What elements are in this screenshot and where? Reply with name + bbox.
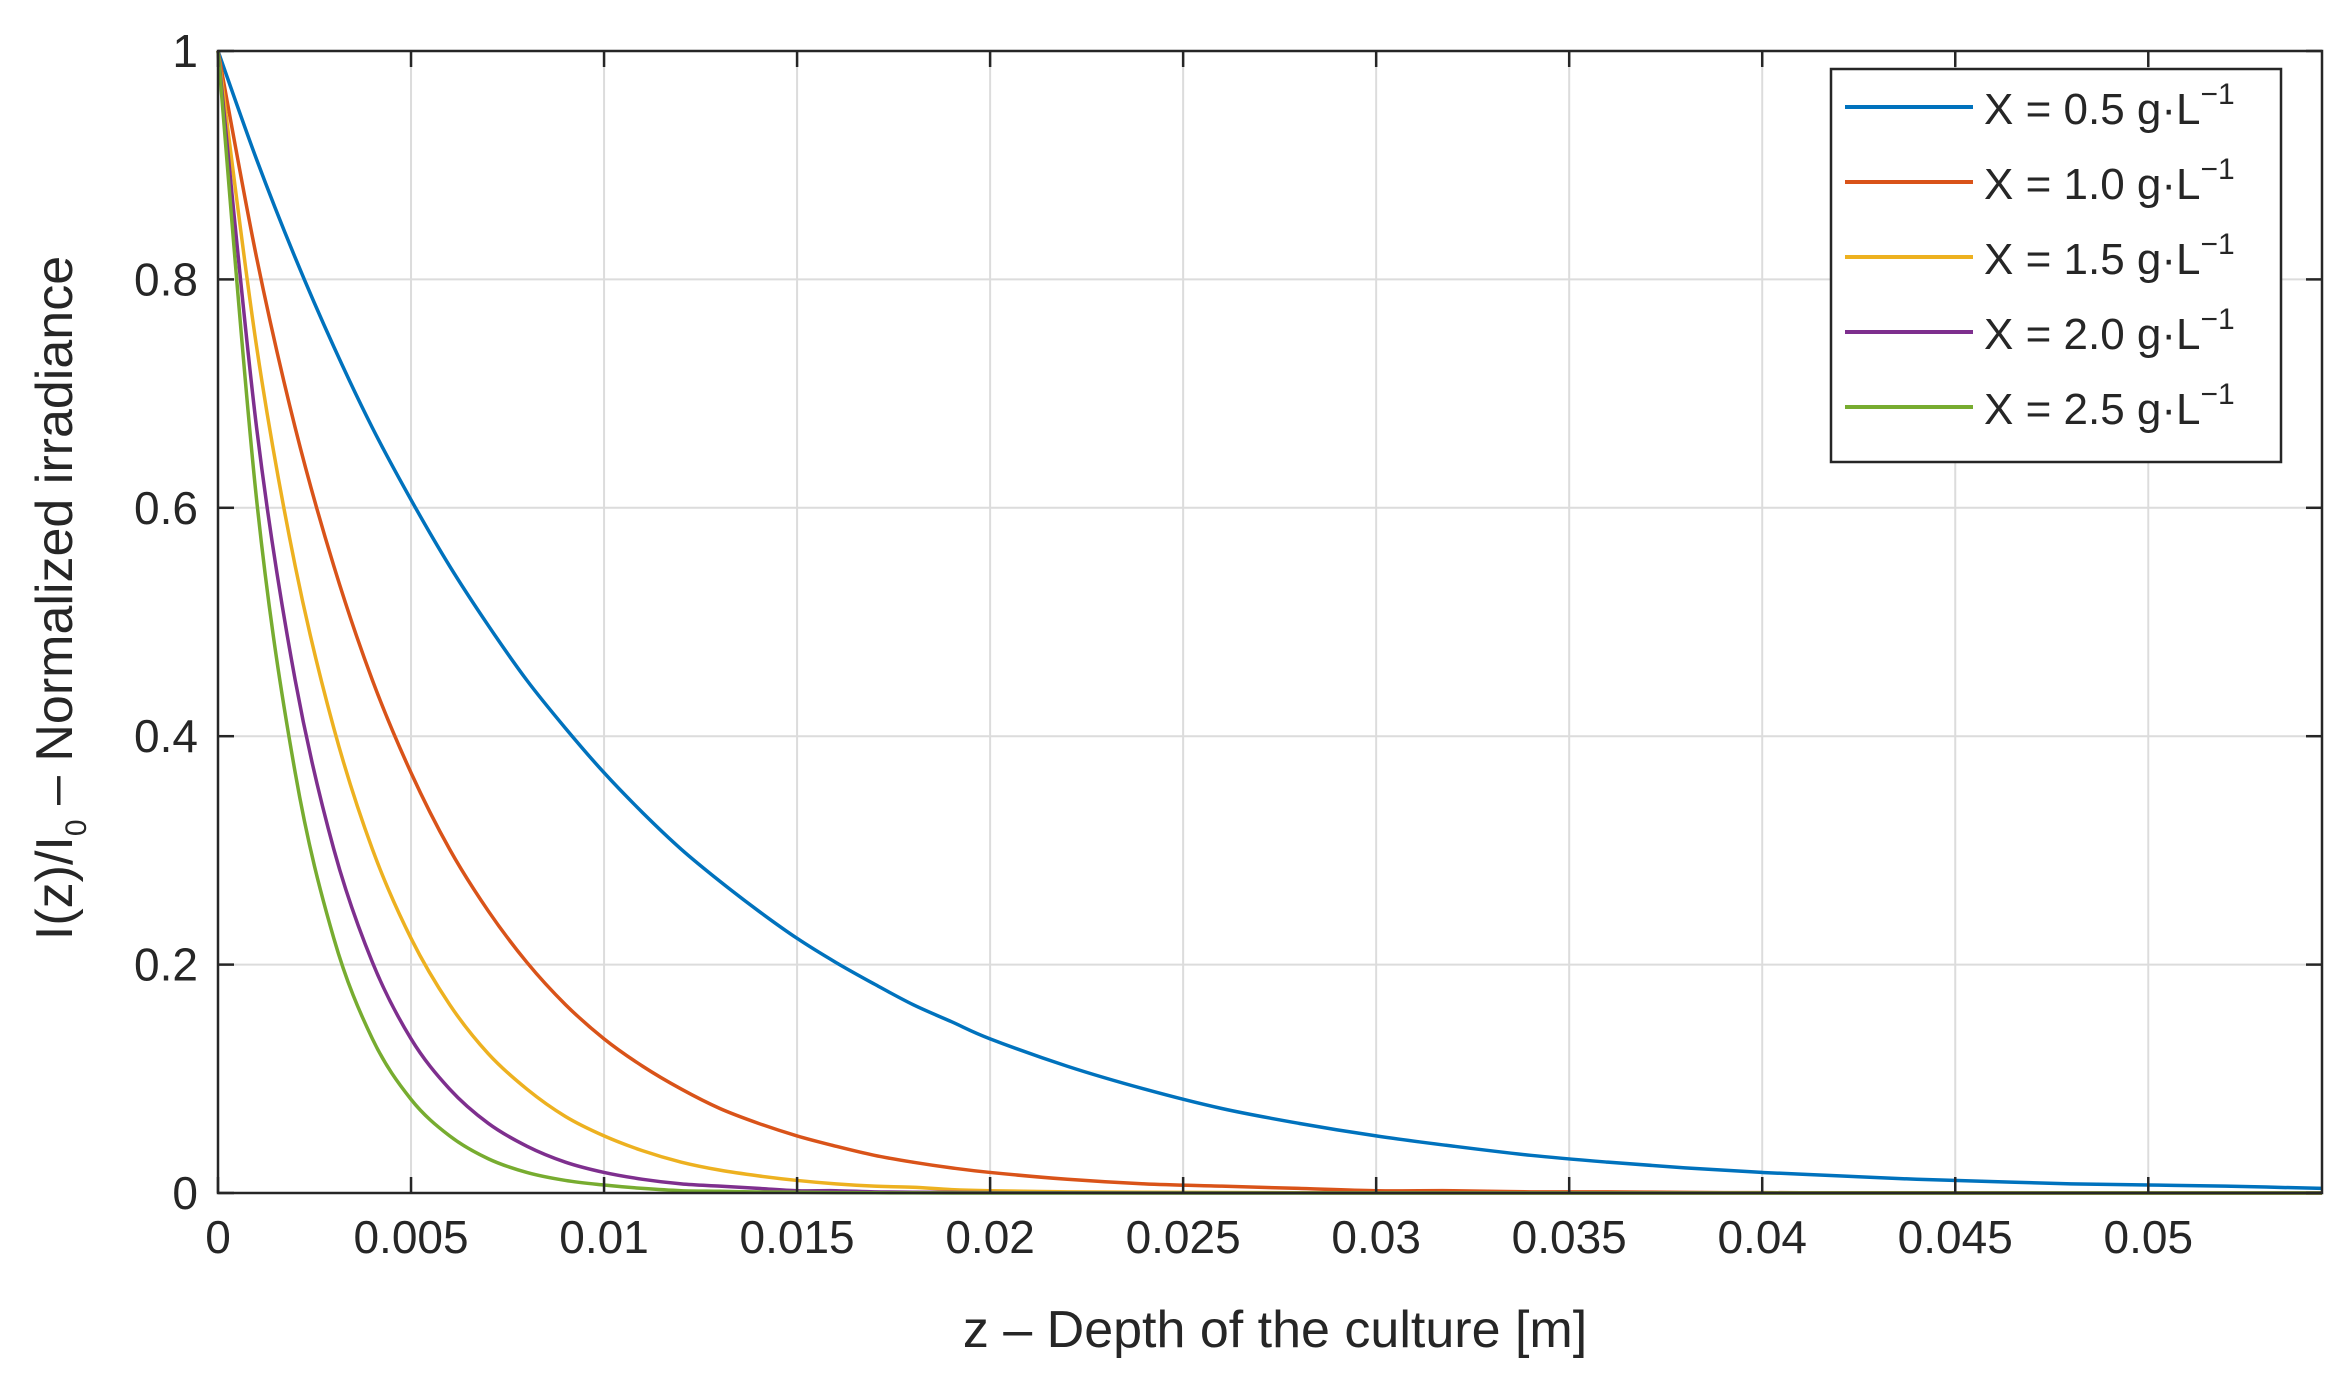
- y-axis-label-rest: – Normalized irradiance: [26, 256, 84, 820]
- x-tick-label: 0.03: [1331, 1211, 1421, 1263]
- y-tick-label: 1: [172, 25, 198, 77]
- y-axis-label-main: I(z)/I: [26, 836, 84, 940]
- x-tick-label: 0.005: [353, 1211, 468, 1263]
- x-tick-label: 0.025: [1126, 1211, 1241, 1263]
- legend: X = 0.5 g·L−1 X = 1.0 g·L−1 X = 1.5 g·L−1 X…: [1829, 67, 2283, 464]
- tick-marks: [216, 49, 2322, 1195]
- legend-entry: X = 1.5 g·L−1: [1984, 228, 2235, 284]
- grid-lines: [217, 50, 2322, 1194]
- x-tick-label: 0.05: [2104, 1211, 2194, 1263]
- x-tick-label: 0.02: [945, 1211, 1035, 1263]
- x-tick-label: 0.035: [1512, 1211, 1627, 1263]
- legend-entry: X = 0.5 g·L−1: [1984, 78, 2235, 134]
- x-tick-label: 0.015: [740, 1211, 855, 1263]
- x-tick-label: 0: [205, 1211, 231, 1263]
- legend-entry: X = 1.0 g·L−1: [1984, 153, 2235, 209]
- x-axis-label: z – Depth of the culture [m]: [963, 1301, 1587, 1359]
- y-tick-label: 0.8: [134, 253, 198, 305]
- y-tick-label: 0.2: [134, 939, 198, 991]
- y-tick-label: 0: [172, 1167, 198, 1219]
- y-axis-label-subscript: 0: [60, 819, 93, 836]
- x-tick-label: 0.04: [1717, 1211, 1807, 1263]
- legend-entry: X = 2.5 g·L−1: [1984, 378, 2235, 434]
- y-tick-label: 0.6: [134, 482, 198, 534]
- x-tick-labels: 0 0.005 0.01 0.015 0.02 0.025 0.03 0.035 0.04 0.0…: [205, 1211, 2193, 1263]
- x-tick-label: 0.01: [559, 1211, 649, 1263]
- series-line-1: [216, 50, 2323, 1191]
- legend-box: [1829, 67, 2283, 464]
- x-tick-label: 0.045: [1898, 1211, 2013, 1263]
- y-tick-label: 0.4: [134, 710, 198, 762]
- y-tick-labels: 0 0.2 0.4 0.6 0.8 1: [134, 25, 198, 1219]
- y-axis-label: I(z)/I0 – Normalized irradiance: [26, 256, 93, 940]
- plot-frame: [216, 49, 2324, 1195]
- legend-entry: X = 2.0 g·L−1: [1984, 303, 2235, 359]
